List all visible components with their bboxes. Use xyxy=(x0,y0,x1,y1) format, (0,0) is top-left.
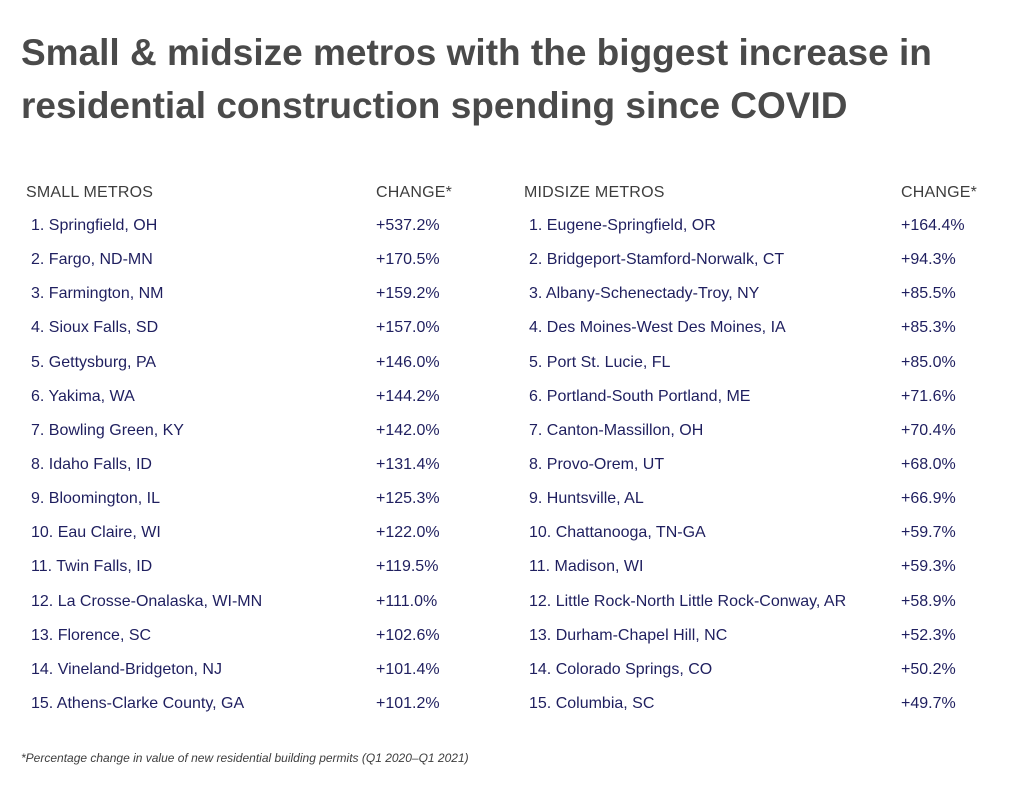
small-metro-name: 5. Gettysburg, PA xyxy=(31,353,157,371)
small-metro-row: 2. Fargo, ND-MN +170.5% xyxy=(31,243,471,277)
small-metro-name: 7. Bowling Green, KY xyxy=(31,421,184,439)
small-metro-name: 6. Yakima, WA xyxy=(31,387,135,405)
midsize-metro-change: +71.6% xyxy=(901,387,956,405)
small-metro-name: 3. Farmington, NM xyxy=(31,285,164,303)
midsize-metro-change: +85.3% xyxy=(901,319,956,337)
midsize-metro-name: 4. Des Moines-West Des Moines, IA xyxy=(529,319,786,337)
small-metro-row: 12. La Crosse-Onalaska, WI-MN +111.0% xyxy=(31,585,471,619)
midsize-metro-row: 5. Port St. Lucie, FL +85.0% xyxy=(529,346,999,380)
small-metro-change: +537.2% xyxy=(376,217,440,234)
midsize-metros-header: MIDSIZE METROS xyxy=(524,184,665,201)
midsize-metro-name: 15. Columbia, SC xyxy=(529,694,655,712)
small-metro-row: 8. Idaho Falls, ID +131.4% xyxy=(31,448,471,482)
small-metro-name: 1. Springfield, OH xyxy=(31,217,158,234)
midsize-metro-change: +66.9% xyxy=(901,490,956,508)
midsize-metros-table: 1. Eugene-Springfield, OR +164.4% 2. Bridg… xyxy=(529,209,999,721)
small-metro-row: 11. Twin Falls, ID +119.5% xyxy=(31,550,471,584)
small-change-header: CHANGE* xyxy=(376,184,453,201)
midsize-change-header: CHANGE* xyxy=(901,184,978,201)
midsize-metro-name: 7. Canton-Massillon, OH xyxy=(529,421,704,439)
small-metro-row: 1. Springfield, OH +537.2% xyxy=(31,209,471,243)
small-metro-row: 9. Bloomington, IL +125.3% xyxy=(31,482,471,516)
midsize-metro-row: 2. Bridgeport-Stamford-Norwalk, CT +94.3% xyxy=(529,243,999,277)
midsize-metro-name: 1. Eugene-Springfield, OR xyxy=(529,217,716,234)
small-metro-change: +144.2% xyxy=(376,387,440,405)
small-metro-change: +119.5% xyxy=(376,558,439,576)
small-metro-change: +101.2% xyxy=(376,694,440,712)
midsize-metro-change: +68.0% xyxy=(901,455,956,473)
midsize-metro-name: 11. Madison, WI xyxy=(529,558,644,576)
chart-title: Small & midsize metros with the biggest … xyxy=(21,32,932,126)
midsize-metro-row: 9. Huntsville, AL +66.9% xyxy=(529,482,999,516)
small-metro-change: +131.4% xyxy=(376,455,440,473)
midsize-metro-name: 6. Portland-South Portland, ME xyxy=(529,387,751,405)
small-metro-row: 15. Athens-Clarke County, GA +101.2% xyxy=(31,687,471,721)
small-metro-name: 2. Fargo, ND-MN xyxy=(31,251,153,269)
small-metro-change: +111.0% xyxy=(376,592,438,610)
midsize-metro-row: 14. Colorado Springs, CO +50.2% xyxy=(529,653,999,687)
small-metro-change: +122.0% xyxy=(376,524,440,542)
midsize-metro-change: +49.7% xyxy=(901,694,956,712)
midsize-metro-row: 8. Provo-Orem, UT +68.0% xyxy=(529,448,999,482)
midsize-metro-change: +94.3% xyxy=(901,251,956,269)
small-metro-row: 3. Farmington, NM +159.2% xyxy=(31,277,471,311)
midsize-metro-row: 11. Madison, WI +59.3% xyxy=(529,550,999,584)
small-metro-name: 4. Sioux Falls, SD xyxy=(31,319,159,337)
small-metro-name: 9. Bloomington, IL xyxy=(31,490,160,508)
midsize-metro-change: +164.4% xyxy=(901,217,965,234)
midsize-metro-row: 10. Chattanooga, TN-GA +59.7% xyxy=(529,516,999,550)
midsize-metro-row: 6. Portland-South Portland, ME +71.6% xyxy=(529,380,999,414)
footnote: *Percentage change in value of new resid… xyxy=(21,751,469,765)
small-metro-name: 15. Athens-Clarke County, GA xyxy=(31,694,245,712)
small-metros-header: SMALL METROS xyxy=(26,184,154,201)
small-metro-row: 10. Eau Claire, WI +122.0% xyxy=(31,516,471,550)
midsize-metro-change: +59.3% xyxy=(901,558,956,576)
midsize-metro-name: 3. Albany-Schenectady-Troy, NY xyxy=(529,285,760,303)
small-metro-change: +170.5% xyxy=(376,251,440,269)
small-metro-name: 12. La Crosse-Onalaska, WI-MN xyxy=(31,592,263,610)
small-metro-row: 6. Yakima, WA +144.2% xyxy=(31,380,471,414)
midsize-metro-name: 12. Little Rock-North Little Rock-Conway… xyxy=(529,592,847,610)
small-metro-change: +101.4% xyxy=(376,660,440,678)
small-metro-name: 11. Twin Falls, ID xyxy=(31,558,153,576)
midsize-metro-change: +52.3% xyxy=(901,626,956,644)
small-metro-row: 13. Florence, SC +102.6% xyxy=(31,619,471,653)
midsize-metro-name: 8. Provo-Orem, UT xyxy=(529,455,665,473)
small-metro-change: +125.3% xyxy=(376,490,440,508)
midsize-metro-name: 5. Port St. Lucie, FL xyxy=(529,353,671,371)
midsize-metro-change: +70.4% xyxy=(901,421,956,439)
midsize-metro-change: +59.7% xyxy=(901,524,956,542)
midsize-metro-name: 14. Colorado Springs, CO xyxy=(529,660,713,678)
midsize-metro-name: 2. Bridgeport-Stamford-Norwalk, CT xyxy=(529,251,785,269)
small-metro-name: 13. Florence, SC xyxy=(31,626,152,644)
midsize-metro-row: 7. Canton-Massillon, OH +70.4% xyxy=(529,414,999,448)
midsize-metro-row: 12. Little Rock-North Little Rock-Conway… xyxy=(529,585,999,619)
midsize-metro-row: 1. Eugene-Springfield, OR +164.4% xyxy=(529,209,999,243)
small-metro-change: +157.0% xyxy=(376,319,440,337)
small-metro-change: +102.6% xyxy=(376,626,440,644)
small-metro-row: 14. Vineland-Bridgeton, NJ +101.4% xyxy=(31,653,471,687)
midsize-metro-change: +85.5% xyxy=(901,285,956,303)
small-metro-name: 14. Vineland-Bridgeton, NJ xyxy=(31,660,222,678)
small-metro-change: +159.2% xyxy=(376,285,440,303)
small-metro-row: 5. Gettysburg, PA +146.0% xyxy=(31,346,471,380)
midsize-metro-row: 15. Columbia, SC +49.7% xyxy=(529,687,999,721)
midsize-metro-change: +58.9% xyxy=(901,592,956,610)
small-metro-name: 10. Eau Claire, WI xyxy=(31,524,161,542)
midsize-metro-row: 4. Des Moines-West Des Moines, IA +85.3% xyxy=(529,311,999,345)
small-metro-row: 7. Bowling Green, KY +142.0% xyxy=(31,414,471,448)
small-metro-name: 8. Idaho Falls, ID xyxy=(31,455,152,473)
small-metro-change: +146.0% xyxy=(376,353,440,371)
midsize-metro-row: 3. Albany-Schenectady-Troy, NY +85.5% xyxy=(529,277,999,311)
midsize-metro-name: 10. Chattanooga, TN-GA xyxy=(529,524,706,542)
midsize-metro-change: +85.0% xyxy=(901,353,956,371)
midsize-metro-name: 9. Huntsville, AL xyxy=(529,490,644,508)
small-metro-change: +142.0% xyxy=(376,421,440,439)
small-metro-row: 4. Sioux Falls, SD +157.0% xyxy=(31,311,471,345)
midsize-metro-name: 13. Durham-Chapel Hill, NC xyxy=(529,626,728,644)
midsize-metro-change: +50.2% xyxy=(901,660,956,678)
midsize-metro-row: 13. Durham-Chapel Hill, NC +52.3% xyxy=(529,619,999,653)
small-metros-table: 1. Springfield, OH +537.2% 2. Fargo, ND-MN… xyxy=(31,209,471,721)
